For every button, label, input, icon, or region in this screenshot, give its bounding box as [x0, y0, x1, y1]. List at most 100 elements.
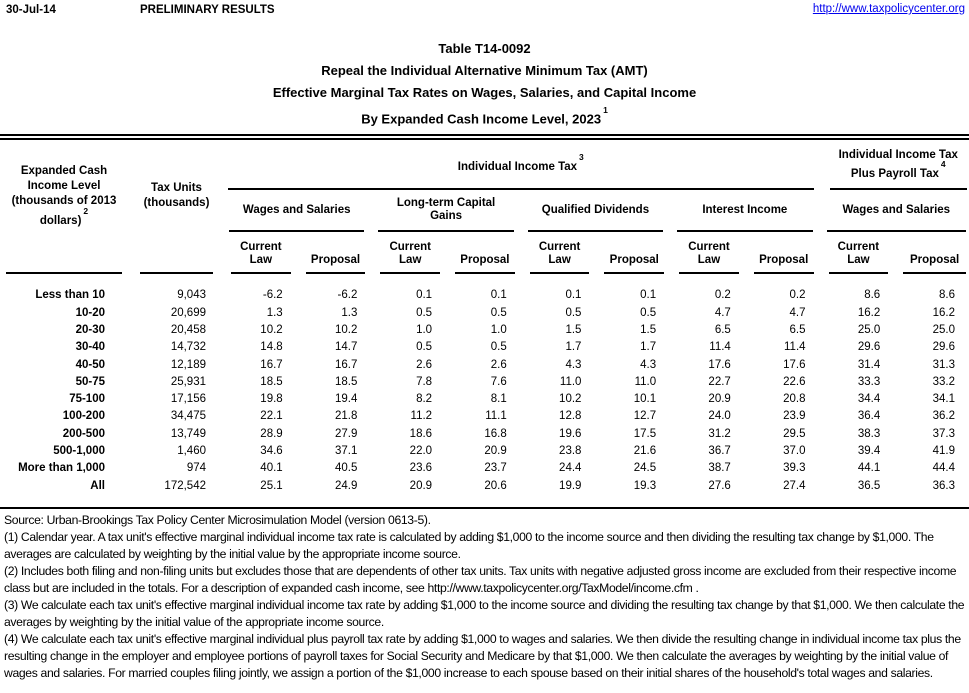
- rate-cell: 44.4: [932, 462, 955, 475]
- sub-header-proposal: Proposal: [894, 232, 969, 275]
- tax-units-cell: 1,460: [177, 445, 206, 457]
- rate-cell: 1.5: [565, 323, 582, 336]
- taxpolicycenter-link[interactable]: http://www.taxpolicycenter.org: [812, 3, 965, 15]
- rate-cell: 0.1: [490, 289, 507, 302]
- rate-cell: 16.7: [334, 358, 358, 371]
- rate-cell: 23.7: [484, 462, 507, 475]
- rate-cell: 0.1: [565, 289, 582, 302]
- table-row: Less than 10 9,043 -6.2 -6.2 0.1 0.1 0.1 0.1 0.2…: [0, 274, 969, 304]
- rate-cell: 10.1: [633, 393, 657, 406]
- tax-units-cell: 9,043: [177, 289, 206, 302]
- rate-cell: 2.6: [416, 358, 433, 371]
- income-level-label: 500-1,000: [53, 445, 105, 457]
- rate-cell: 39.3: [783, 462, 806, 475]
- rate-cell: 25.0: [857, 323, 881, 336]
- rate-cell: 10.2: [334, 323, 358, 336]
- rate-cell: 28.9: [260, 427, 283, 440]
- rate-cell: 29.6: [932, 341, 955, 354]
- rate-cell: 1.5: [640, 323, 657, 336]
- footnote-3: (3) We calculate each tax unit's effecti…: [4, 597, 965, 629]
- rate-cell: 0.5: [490, 341, 507, 354]
- rate-cell: 7.8: [416, 375, 433, 388]
- rate-cell: 34.4: [857, 393, 881, 406]
- rate-cell: 18.5: [334, 375, 358, 388]
- rate-cell: 37.3: [932, 427, 955, 440]
- rate-cell: 33.2: [932, 375, 955, 388]
- income-level-label: 20-30: [75, 323, 105, 336]
- rate-cell: 19.8: [260, 393, 283, 406]
- rate-cell: 22.1: [260, 410, 283, 423]
- table-row: 75-100 17,156 19.8 19.4 8.2 8.1 10.2 10.1 20.9 20…: [0, 391, 969, 408]
- rate-cell: 37.0: [783, 445, 806, 457]
- rate-cell: 14.7: [334, 341, 358, 354]
- sub-header-proposal: Proposal: [446, 232, 521, 275]
- rate-cell: 36.4: [857, 410, 881, 423]
- rate-cell: 1.7: [640, 341, 657, 354]
- rate-cell: 24.5: [633, 462, 657, 475]
- rate-cell: 4.7: [714, 306, 731, 319]
- rate-cell: 18.5: [260, 375, 283, 388]
- preliminary-results-label: PRELIMINARY RESULTS: [140, 4, 275, 16]
- rate-cell: 0.1: [640, 289, 657, 302]
- rate-cell: 24.9: [334, 479, 358, 492]
- rate-cell: 1.0: [416, 323, 433, 336]
- rate-cell: 34.6: [260, 445, 283, 457]
- table-header: Expanded Cash Income Level (thousands of…: [0, 140, 969, 275]
- title-policy-line: Repeal the Individual Alternative Minimu…: [321, 63, 648, 78]
- tax-units-cell: 17,156: [170, 393, 206, 406]
- rate-cell: 16.2: [857, 306, 881, 319]
- rate-cell: 17.6: [708, 358, 731, 371]
- span-header-income-plus-payroll-tax: Individual Income Tax Plus Payroll Tax4: [820, 140, 969, 191]
- rate-cell: 21.6: [633, 445, 657, 457]
- rate-cell: 29.6: [857, 341, 881, 354]
- rate-cell: 16.8: [484, 427, 507, 440]
- group-header-wages-salaries: Wages and Salaries: [222, 190, 371, 233]
- rate-cell: 12.8: [559, 410, 582, 423]
- group-header-payroll-wages-salaries: Wages and Salaries: [820, 190, 969, 233]
- income-level-label: Less than 10: [35, 289, 105, 302]
- tax-units-cell: 25,931: [170, 375, 206, 388]
- rate-cell: 27.6: [708, 479, 731, 492]
- rate-cell: 11.0: [559, 375, 582, 388]
- footnote-ref-1: 1: [603, 105, 608, 115]
- table-row: 500-1,000 1,460 34.6 37.1 22.0 20.9 23.8 21.6 36…: [0, 443, 969, 460]
- sub-header-proposal: Proposal: [297, 232, 372, 275]
- results-table: Expanded Cash Income Level (thousands of…: [0, 140, 969, 495]
- income-level-label: 50-75: [75, 375, 105, 388]
- rate-cell: 24.0: [708, 410, 731, 423]
- rate-cell: 22.0: [409, 445, 433, 457]
- source-note: Source: Urban-Brookings Tax Policy Cente…: [4, 512, 431, 527]
- rate-cell: 22.6: [783, 375, 806, 388]
- rate-cell: 1.0: [490, 323, 507, 336]
- sub-header-current-law: Current Law: [222, 232, 297, 275]
- rate-cell: 38.7: [708, 462, 731, 475]
- rate-cell: 37.1: [334, 445, 358, 457]
- sub-header-current-law: Current Law: [820, 232, 895, 275]
- rate-cell: 23.6: [409, 462, 433, 475]
- footnote-ref-3: 3: [579, 151, 584, 162]
- tax-units-cell: 20,458: [170, 323, 206, 336]
- table-top-border: [0, 134, 969, 141]
- rate-cell: 10.2: [559, 393, 582, 406]
- col-header-tax-units: Tax Units (thousands): [130, 140, 222, 275]
- tax-units-cell: 34,475: [170, 410, 206, 423]
- rate-cell: 6.5: [789, 323, 806, 336]
- rate-cell: 20.9: [708, 393, 731, 406]
- rate-cell: 41.9: [932, 445, 955, 457]
- rate-cell: 0.5: [565, 306, 582, 319]
- rate-cell: 27.9: [334, 427, 358, 440]
- income-level-label: All: [90, 479, 105, 492]
- rate-cell: 23.9: [783, 410, 806, 423]
- rate-cell: 0.2: [714, 289, 731, 302]
- rate-cell: 8.6: [939, 289, 955, 302]
- footnote-ref-2: 2: [83, 205, 89, 216]
- group-header-interest-income: Interest Income: [670, 190, 819, 233]
- rate-cell: 20.9: [484, 445, 507, 457]
- rate-cell: 24.4: [559, 462, 582, 475]
- rate-cell: 27.4: [783, 479, 806, 492]
- rate-cell: 17.5: [633, 427, 657, 440]
- rate-cell: 1.3: [341, 306, 358, 319]
- sub-header-current-law: Current Law: [670, 232, 745, 275]
- rate-cell: 11.2: [410, 410, 433, 423]
- rate-cell: 8.6: [864, 289, 881, 302]
